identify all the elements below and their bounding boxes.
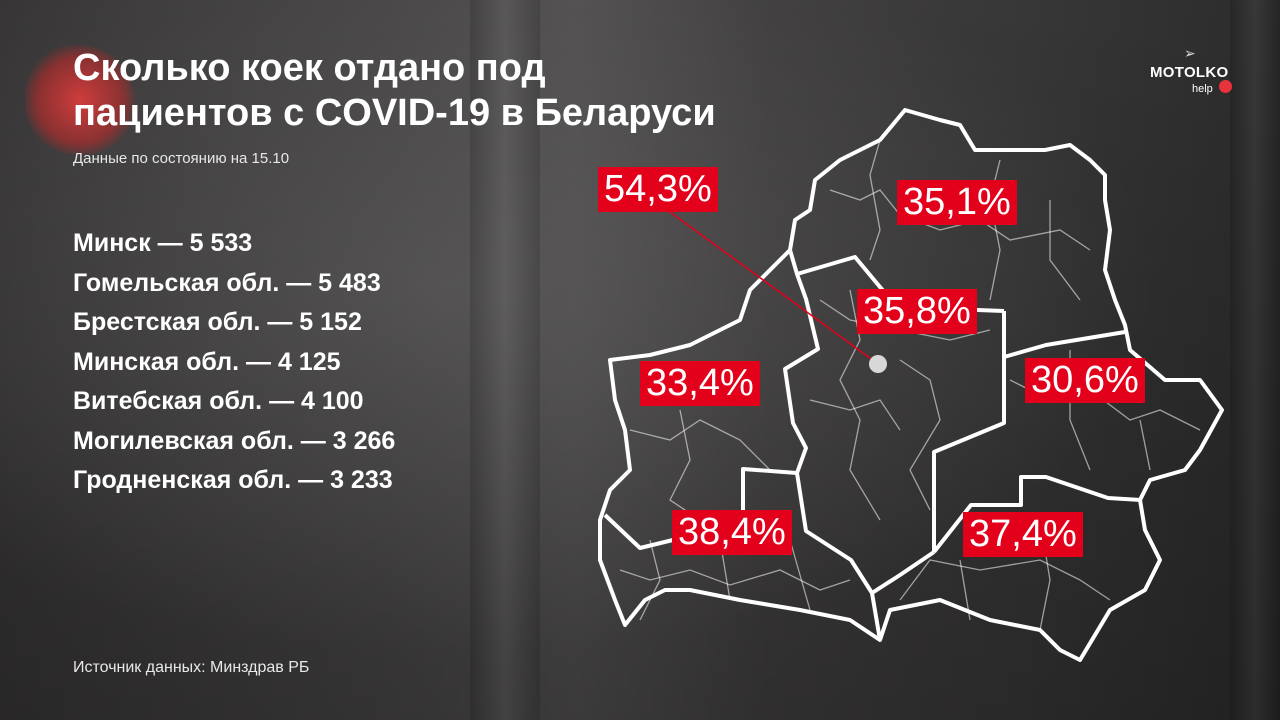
paper-plane-icon: ➢ — [1184, 45, 1196, 61]
border-minsk-mogilev — [932, 311, 1006, 552]
label-vitebsk: 35,1% — [897, 180, 1017, 225]
label-grodno: 33,4% — [640, 361, 760, 406]
minsk-leader-line — [669, 211, 879, 365]
source-note: Источник данных: Минздрав РБ — [73, 659, 310, 676]
title-line-1: Сколько коек отдано под — [73, 47, 546, 89]
list-item: Гомельская обл. — 5 483 — [73, 268, 381, 297]
label-minsk-region: 35,8% — [857, 289, 977, 334]
logo-name: MOTOLKO — [1150, 64, 1229, 81]
border-brest-gomel — [870, 592, 882, 641]
title-line-2: пациентов с COVID-19 в Беларуси — [73, 92, 716, 134]
border-minsk-gomel — [870, 550, 936, 595]
list-item: Минск — 5 533 — [73, 229, 253, 257]
border-gomel-mogilev — [932, 475, 1142, 554]
list-item: Минская обл. — 4 125 — [73, 347, 341, 376]
list-item: Брестская обл. — 5 152 — [73, 308, 362, 336]
background-curtain — [470, 0, 540, 720]
logo-dot — [1219, 80, 1232, 93]
label-minsk-city: 54,3% — [598, 167, 718, 212]
list-item: Гродненская обл. — 3 233 — [73, 466, 393, 494]
red-accent-blob — [25, 45, 135, 155]
subtitle: Данные по состоянию на 15.10 — [73, 150, 290, 167]
label-gomel: 37,4% — [963, 512, 1083, 557]
logo-suffix: help — [1192, 83, 1213, 95]
label-mogilev: 30,6% — [1025, 358, 1145, 403]
list-item: Могилевская обл. — 3 266 — [73, 426, 396, 455]
border-minsk-grodno — [783, 273, 820, 474]
logo: ➢ MOTOLKO help — [1150, 45, 1240, 100]
border-mogilev-vitebsk — [1002, 311, 1126, 359]
list-item: Витебская обл. — 4 100 — [73, 387, 364, 415]
region-borders — [598, 108, 1224, 662]
minsk-city-marker — [869, 355, 887, 373]
beds-list: Минск — 5 533 Гомельская обл. — 5 483 Бр… — [73, 224, 395, 501]
background-curtain — [1230, 0, 1280, 720]
border-minsk-brest — [795, 472, 874, 595]
page-title: Сколько коек отдано под пациентов с COVID… — [73, 46, 716, 136]
label-brest: 38,4% — [672, 510, 792, 555]
country-outline — [598, 108, 1224, 662]
